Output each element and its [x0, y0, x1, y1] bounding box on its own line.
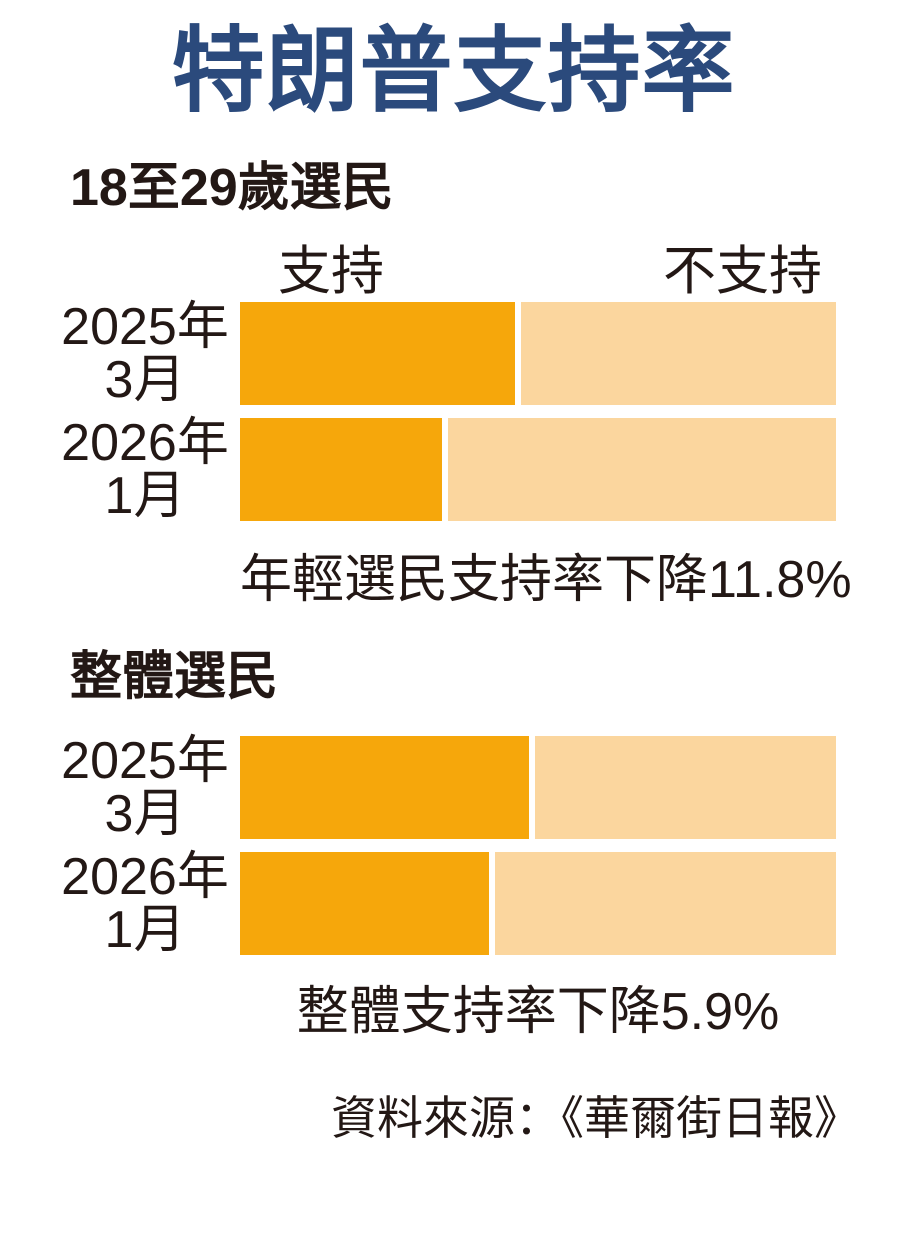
bar-segment-support [240, 302, 515, 405]
legend-label-oppose: 不支持 [663, 242, 822, 301]
row-label-young-2026-01: 2026年 1月 [0, 413, 240, 525]
stacked-bar [240, 418, 836, 521]
bar-segment-oppose [495, 852, 836, 955]
bar-segment-oppose [535, 736, 836, 839]
chart-overall-voters: 2025年 3月 2026年 1月 [0, 731, 907, 959]
bar-row-young-2026-01: 2026年 1月 [0, 413, 907, 525]
annotation-young-voters: 年輕選民支持率下降11.8% [240, 551, 852, 609]
chart-young-voters: 2025年 3月 2026年 1月 [0, 297, 907, 525]
bar-row-overall-2025-03: 2025年 3月 [0, 731, 907, 843]
row-label-month: 1月 [104, 900, 186, 959]
section-heading-overall-voters: 整體選民 [70, 648, 279, 706]
row-label-year: 2025年 [61, 297, 229, 356]
annotation-overall-voters: 整體支持率下降5.9% [296, 983, 780, 1041]
legend-label-support: 支持 [278, 242, 384, 301]
bar-segment-support [240, 736, 530, 839]
page-title: 特朗普支持率 [171, 19, 736, 123]
stacked-bar [240, 736, 836, 839]
bar-row-overall-2026-01: 2026年 1月 [0, 847, 907, 959]
source-credit: 資料來源：《華爾街日報》 [331, 1093, 860, 1144]
row-label-year: 2026年 [61, 413, 229, 472]
row-label-month: 3月 [104, 784, 186, 843]
row-label-month: 1月 [104, 466, 186, 525]
stacked-bar [240, 302, 836, 405]
bar-segment-support [240, 852, 490, 955]
legend: 支持 不支持 [240, 242, 836, 300]
row-label-month: 3月 [104, 350, 186, 409]
bar-segment-oppose [520, 302, 836, 405]
section-heading-young-voters: 18至29歲選民 [70, 159, 394, 217]
row-label-overall-2026-01: 2026年 1月 [0, 847, 240, 959]
row-label-year: 2025年 [61, 731, 229, 790]
row-label-year: 2026年 [61, 847, 229, 906]
infographic-page: 特朗普支持率 18至29歲選民 支持 不支持 2025年 3月 2026年 1月 [0, 24, 907, 1246]
stacked-bar [240, 852, 836, 955]
bar-row-young-2025-03: 2025年 3月 [0, 297, 907, 409]
bar-segment-support [240, 418, 443, 521]
row-label-young-2025-03: 2025年 3月 [0, 297, 240, 409]
bar-segment-oppose [448, 418, 836, 521]
row-label-overall-2025-03: 2025年 3月 [0, 731, 240, 843]
